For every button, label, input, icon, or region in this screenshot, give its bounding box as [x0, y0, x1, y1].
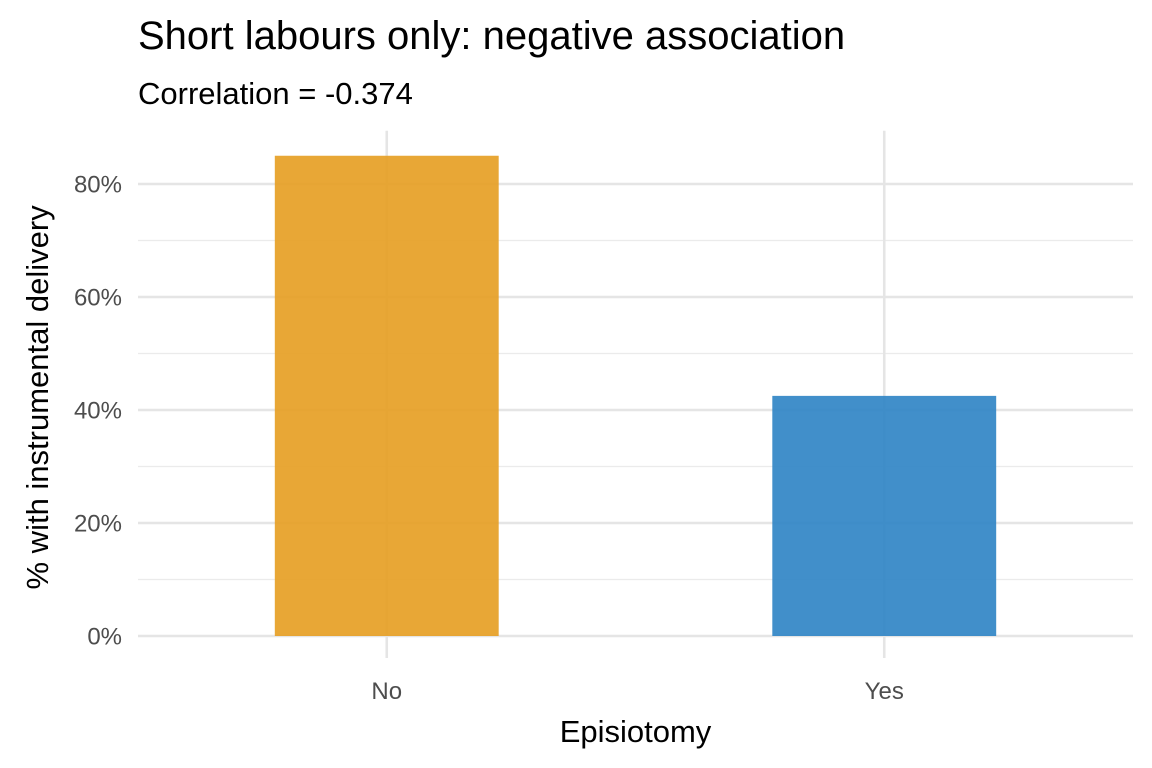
bar-no — [274, 155, 499, 636]
y-tick-label: 40% — [74, 398, 122, 425]
y-axis-title: % with instrumental delivery — [20, 205, 55, 590]
y-tick-label: 60% — [74, 285, 122, 312]
bars — [274, 155, 997, 636]
y-tick-label: 0% — [87, 624, 122, 651]
x-axis-title: Episiotomy — [560, 714, 712, 749]
x-tick-labels: No Yes — [371, 678, 903, 705]
y-tick-label: 20% — [74, 511, 122, 538]
x-tick-label: Yes — [865, 678, 904, 705]
chart-subtitle: Correlation = -0.374 — [138, 76, 413, 111]
x-tick-label: No — [371, 678, 402, 705]
chart-title: Short labours only: negative association — [138, 14, 846, 58]
bar-yes — [772, 395, 997, 636]
y-tick-labels: 0% 20% 40% 60% 80% — [74, 172, 122, 651]
y-tick-label: 80% — [74, 172, 122, 199]
